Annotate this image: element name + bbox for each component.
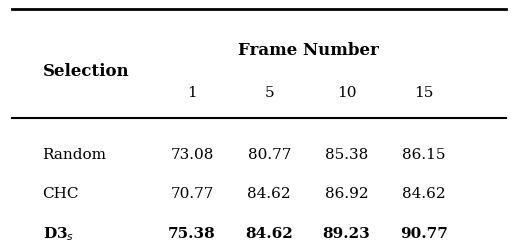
Text: 70.77: 70.77 (170, 187, 214, 201)
Text: 1: 1 (187, 86, 197, 100)
Text: 84.62: 84.62 (248, 187, 291, 201)
Text: Random: Random (42, 148, 107, 162)
Text: 89.23: 89.23 (323, 227, 370, 241)
Text: 90.77: 90.77 (400, 227, 448, 241)
Text: Frame Number: Frame Number (238, 42, 378, 59)
Text: 84.62: 84.62 (246, 227, 293, 241)
Text: 86.92: 86.92 (325, 187, 368, 201)
Text: 5: 5 (265, 86, 274, 100)
Text: CHC: CHC (42, 187, 79, 201)
Text: 80.77: 80.77 (248, 148, 291, 162)
Text: 73.08: 73.08 (170, 148, 214, 162)
Text: 84.62: 84.62 (402, 187, 445, 201)
Text: 86.15: 86.15 (402, 148, 445, 162)
Text: 15: 15 (414, 86, 434, 100)
Text: 10: 10 (337, 86, 356, 100)
Text: 85.38: 85.38 (325, 148, 368, 162)
Text: Selection: Selection (42, 63, 129, 80)
Text: D3$_s$: D3$_s$ (42, 225, 74, 243)
Text: 75.38: 75.38 (168, 227, 216, 241)
